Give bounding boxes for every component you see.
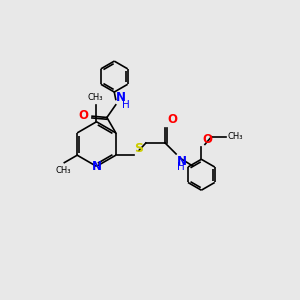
Text: N: N (177, 155, 187, 168)
Text: S: S (134, 142, 143, 154)
Text: CH₃: CH₃ (55, 167, 70, 176)
Text: O: O (78, 110, 88, 122)
Text: H: H (122, 100, 130, 110)
Text: N: N (116, 91, 126, 104)
Text: N: N (92, 160, 101, 173)
Text: CH₃: CH₃ (228, 132, 243, 141)
Text: CH₃: CH₃ (87, 93, 103, 102)
Text: O: O (167, 113, 178, 126)
Text: O: O (202, 133, 212, 146)
Text: H: H (177, 162, 184, 172)
